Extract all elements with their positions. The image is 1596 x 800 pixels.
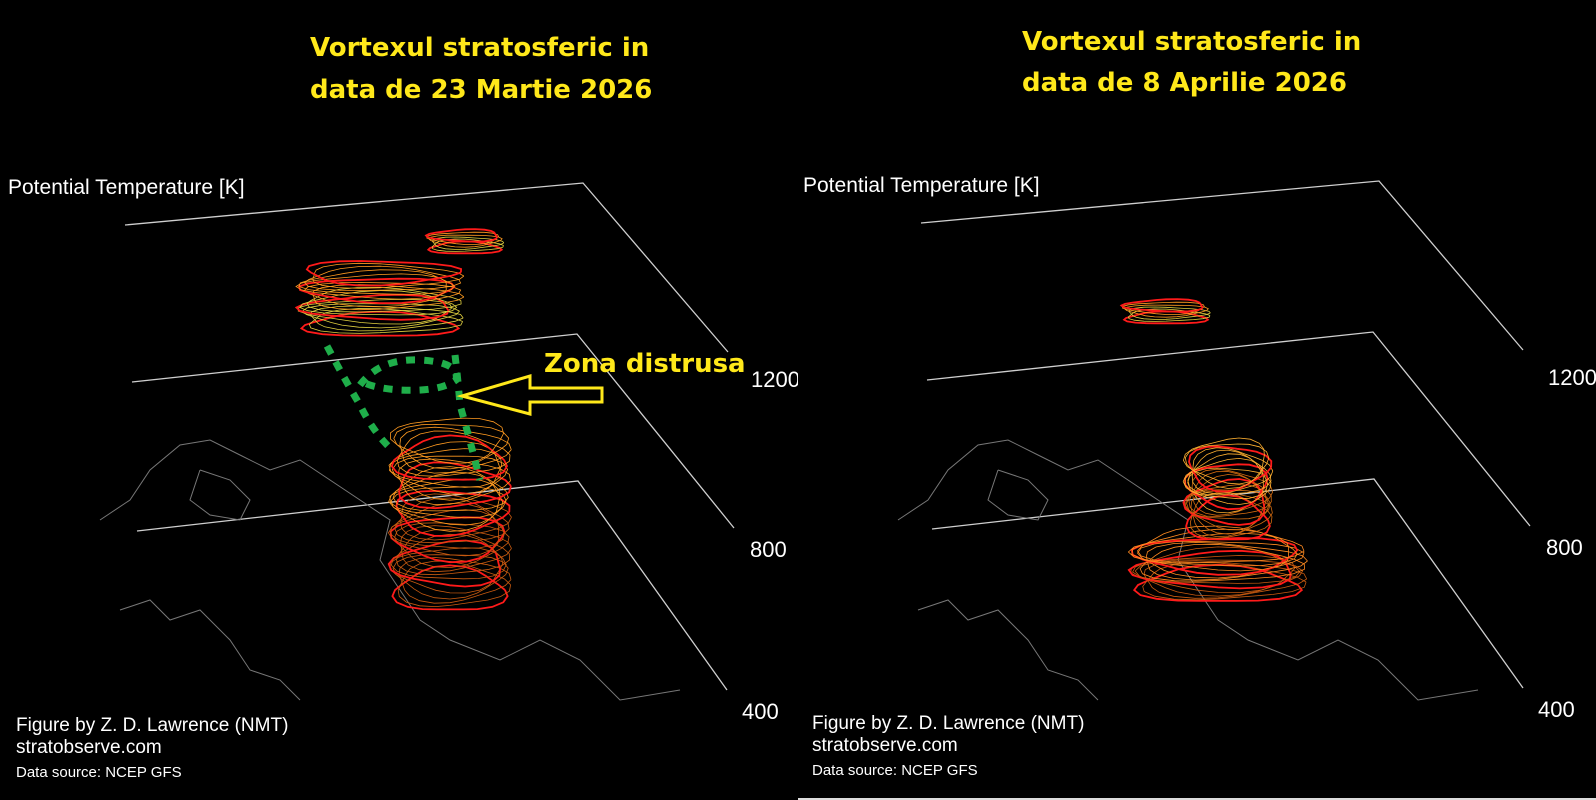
contour <box>308 308 463 334</box>
contour <box>295 273 447 300</box>
coastline <box>119 599 301 701</box>
credit: Figure by Z. D. Lawrence (NMT) <box>16 715 288 736</box>
contour <box>390 533 507 580</box>
contour <box>1184 443 1270 489</box>
contour <box>1142 562 1307 601</box>
credit: Figure by Z. D. Lawrence (NMT) <box>812 713 1084 734</box>
credit: stratobserve.com <box>812 735 958 756</box>
vortex <box>897 298 1479 701</box>
contour <box>1139 543 1305 582</box>
level-label: 1200 <box>1548 365 1596 390</box>
contour <box>395 489 511 537</box>
contour <box>1182 437 1265 485</box>
contour <box>397 560 511 608</box>
coastline <box>189 469 251 521</box>
contour <box>306 286 462 313</box>
contour <box>301 303 461 329</box>
contour <box>398 557 512 604</box>
credit: Data source: NCEP GFS <box>16 764 182 781</box>
contour <box>394 497 510 544</box>
contour <box>388 441 502 488</box>
title-line: Vortexul stratosferic in <box>310 33 649 63</box>
contour <box>387 539 502 588</box>
contour <box>310 305 464 332</box>
coastline <box>917 599 1099 701</box>
coastline <box>99 439 681 701</box>
contour <box>390 417 504 464</box>
contour <box>1121 301 1205 315</box>
planes <box>124 182 735 691</box>
destroyed-zone-outline <box>323 344 484 481</box>
planes <box>920 180 1531 689</box>
contour <box>1127 549 1292 590</box>
axis-label: Potential Temperature [K] <box>8 176 245 199</box>
contour <box>389 472 504 519</box>
contour <box>297 298 453 325</box>
contour <box>392 466 509 512</box>
contour <box>1186 489 1271 535</box>
contour <box>1119 298 1204 313</box>
contour <box>1185 494 1271 541</box>
contour <box>424 228 498 243</box>
arrow <box>456 373 604 416</box>
contour <box>1188 471 1272 518</box>
contour <box>312 284 465 311</box>
level-label: 800 <box>750 537 787 562</box>
contour <box>388 448 503 495</box>
level-label: 1200 <box>751 367 798 392</box>
credit: Data source: NCEP GFS <box>812 762 978 779</box>
contour <box>432 236 505 250</box>
contour <box>1182 478 1266 526</box>
contour <box>390 502 505 549</box>
contour <box>305 260 463 287</box>
annotation: Zona distrusa <box>544 349 746 379</box>
contour <box>400 525 512 573</box>
contour <box>299 290 458 316</box>
panel-left: Vortexul stratosferic in data de 23 Mart… <box>8 33 798 781</box>
contour <box>396 430 511 477</box>
contour <box>298 269 455 295</box>
level-label: 400 <box>742 699 779 724</box>
contour <box>426 240 504 255</box>
level-label: 800 <box>1546 535 1583 560</box>
contour <box>1188 445 1273 493</box>
contour <box>1122 310 1210 325</box>
contour <box>1128 306 1211 320</box>
contour <box>1182 457 1264 505</box>
title-line: data de 23 Martie 2026 <box>310 75 652 105</box>
contour <box>297 277 456 305</box>
contour <box>387 509 500 557</box>
contour <box>294 293 450 321</box>
contour <box>395 529 510 576</box>
contour <box>1132 563 1304 602</box>
contour <box>303 265 462 292</box>
contour <box>428 234 503 248</box>
title-line: Vortexul stratosferic in <box>1022 27 1361 57</box>
credit: stratobserve.com <box>16 737 162 758</box>
vortex <box>99 228 681 701</box>
contour <box>426 231 499 245</box>
contour <box>388 478 501 526</box>
contour <box>1187 449 1272 496</box>
axis-label: Potential Temperature [K] <box>803 174 1040 197</box>
contour <box>400 493 512 541</box>
coastline <box>897 439 1479 701</box>
contour <box>312 262 465 289</box>
level-label: 400 <box>1538 697 1575 722</box>
coastline <box>987 469 1049 521</box>
contour <box>1189 492 1273 539</box>
panel-right: Vortexul stratosferic in data de 8 April… <box>798 27 1596 800</box>
title-line: data de 8 Aprilie 2026 <box>1022 68 1347 98</box>
contour <box>1123 304 1209 318</box>
